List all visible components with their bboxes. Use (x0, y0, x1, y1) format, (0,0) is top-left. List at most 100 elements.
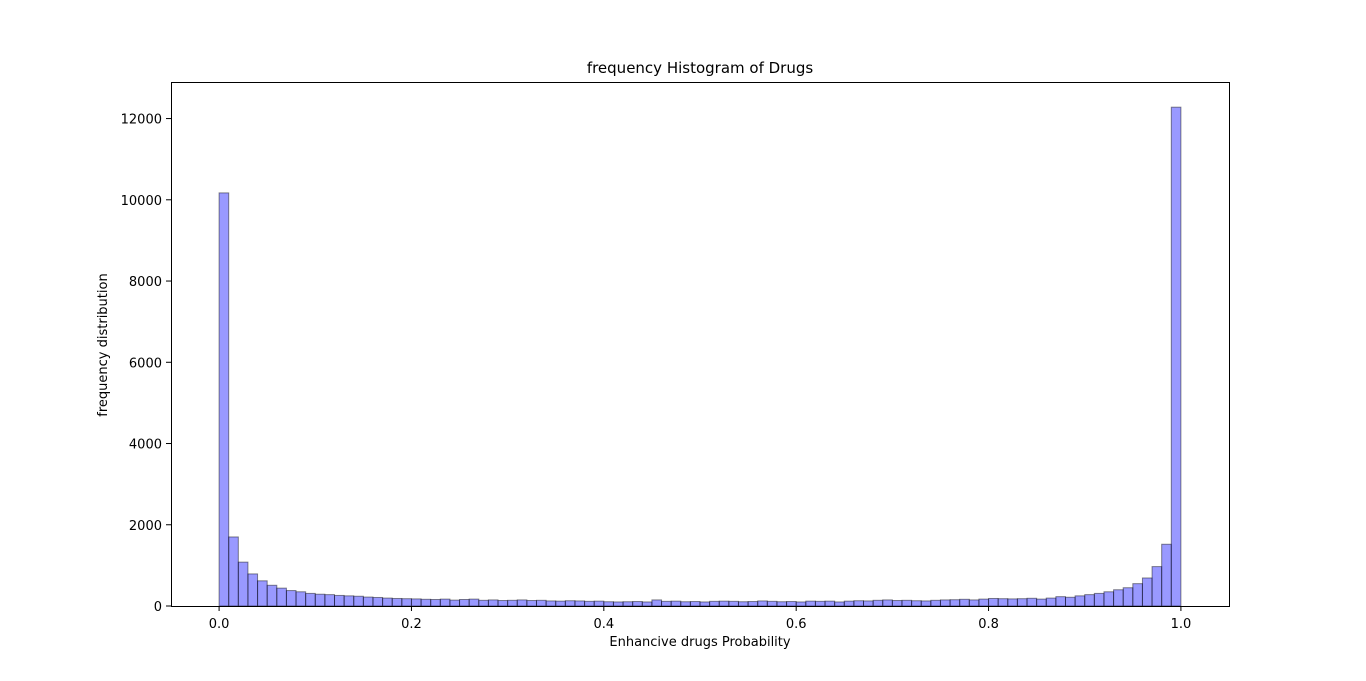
histogram-bar (661, 600, 672, 607)
histogram-bar (1132, 583, 1143, 607)
histogram-bar (1084, 594, 1095, 607)
x-axis-label: Enhancive drugs Probability (609, 635, 791, 650)
x-tick-label: 0.6 (786, 617, 807, 632)
histogram-bar (863, 600, 874, 607)
histogram-bar (266, 584, 278, 607)
histogram-bar (814, 600, 826, 607)
histogram-bar (709, 600, 720, 607)
histogram-bar (757, 600, 768, 607)
histogram-bar (391, 597, 403, 607)
y-tick-label: 12000 (121, 113, 162, 128)
histogram-bar (1103, 591, 1115, 607)
chart-title: frequency Histogram of Drugs (587, 59, 814, 77)
histogram-bar (776, 601, 788, 607)
histogram-bar (257, 580, 268, 607)
histogram-bar (1151, 566, 1163, 607)
histogram-bar (1170, 106, 1182, 607)
histogram-bar (1093, 592, 1105, 607)
histogram-bar (920, 600, 932, 607)
histogram-bar (843, 600, 855, 607)
histogram-bar (343, 595, 355, 607)
histogram-bar (1055, 596, 1066, 607)
histogram-bar (930, 599, 941, 607)
histogram-bar (218, 192, 230, 607)
histogram-bar (584, 600, 595, 607)
histogram-bar (747, 601, 759, 607)
histogram-bar (314, 593, 326, 607)
histogram-bar (939, 599, 951, 607)
histogram-bar (430, 599, 441, 607)
histogram-bar (526, 600, 537, 607)
y-axis: 0 2000 4000 6000 8000 10000 12000 (121, 113, 171, 615)
histogram-bar (988, 597, 999, 607)
histogram-bar (382, 597, 393, 607)
x-tick-label: 0.4 (593, 617, 614, 632)
histogram-bar (1045, 597, 1057, 607)
histogram-bar (574, 600, 586, 607)
histogram-bar (1016, 598, 1028, 607)
histogram-bar (670, 600, 682, 607)
histogram-bar (689, 601, 701, 607)
histogram-bar (362, 596, 374, 607)
histogram-bar (824, 600, 836, 607)
histogram-bar (603, 601, 614, 607)
x-tick-label: 0.8 (978, 617, 999, 632)
histogram-bar (247, 573, 259, 607)
histogram-bar (718, 600, 730, 607)
histogram-bar (1026, 597, 1038, 607)
histogram-bar (737, 601, 749, 607)
histogram-bar (459, 599, 470, 607)
y-axis-label: frequency distribution (96, 273, 111, 416)
histogram-bar (334, 594, 345, 607)
histogram-bar (728, 600, 739, 607)
histogram-bar (237, 561, 249, 607)
histogram-bar (478, 599, 489, 607)
histogram-bar (891, 600, 903, 607)
histogram-bar (699, 601, 711, 607)
histogram-bar (1074, 595, 1086, 607)
histogram-bar (285, 590, 297, 607)
histogram-bar (276, 587, 287, 607)
histogram-bar (410, 598, 422, 607)
histogram-bar (372, 596, 384, 607)
histogram-bar (978, 598, 990, 607)
histogram-bar (1113, 589, 1124, 607)
bars-group (218, 106, 1182, 607)
histogram-bar (535, 599, 547, 607)
histogram-bar (507, 599, 518, 607)
y-tick-label: 4000 (129, 438, 162, 453)
histogram-bar (612, 601, 624, 607)
histogram-bar (766, 600, 778, 607)
histogram-bar (872, 599, 884, 607)
histogram-bar (401, 598, 412, 607)
y-tick-label: 8000 (129, 275, 162, 290)
histogram-bar (1007, 598, 1018, 607)
histogram-bar (959, 598, 970, 607)
histogram-bar (641, 601, 653, 607)
histogram-bar (1064, 596, 1076, 607)
histogram-bar (439, 598, 451, 607)
y-tick-label: 10000 (121, 194, 162, 209)
histogram-bar (564, 600, 576, 607)
histogram-bar (593, 600, 605, 607)
histogram-bar (997, 598, 1009, 607)
y-tick-label: 6000 (129, 356, 162, 371)
histogram-bar (632, 601, 643, 607)
histogram-bar (651, 599, 663, 607)
histogram-bar (497, 600, 509, 607)
histogram-bar (353, 595, 364, 607)
histogram-bar (795, 601, 807, 607)
histogram-bar (968, 599, 980, 607)
histogram-bar (555, 600, 566, 607)
x-tick-label: 0.2 (401, 617, 422, 632)
y-tick-label: 2000 (129, 519, 162, 534)
histogram-bar (786, 601, 797, 607)
histogram-bar (1036, 598, 1047, 607)
plot-frame (171, 82, 1230, 607)
histogram-bar (853, 600, 865, 607)
histogram-bar (420, 598, 432, 607)
histogram-bar (468, 598, 480, 607)
histogram-bar (516, 599, 528, 607)
